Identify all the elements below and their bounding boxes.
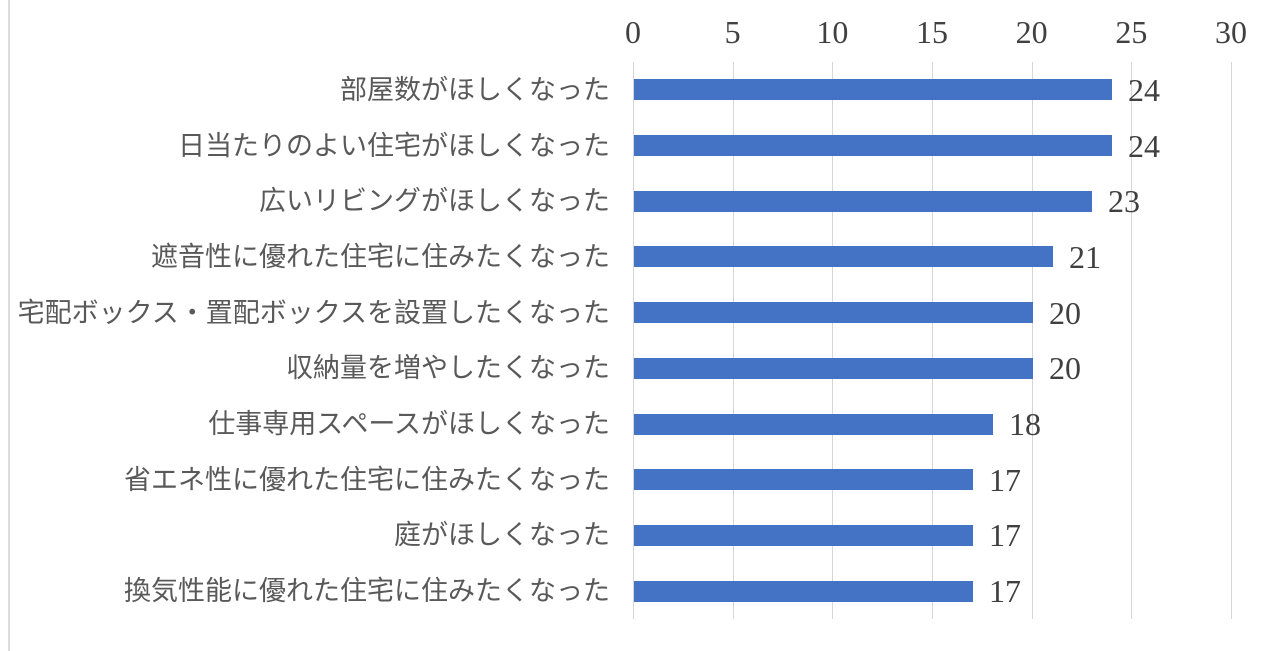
x-axis-tick-label: 30	[1215, 14, 1247, 50]
bar	[634, 469, 973, 490]
category-label: 収納量を増やしたくなった	[286, 353, 610, 383]
category-label: 庭がほしくなった	[394, 520, 610, 550]
category-label: 部屋数がほしくなった	[340, 75, 610, 105]
gridline	[1231, 62, 1232, 619]
gridline	[733, 62, 734, 619]
data-label: 17	[989, 517, 1021, 553]
gridline	[832, 62, 833, 619]
bar	[634, 246, 1053, 267]
x-axis-tick-label: 0	[625, 14, 641, 50]
gridline	[1032, 62, 1033, 619]
data-label: 20	[1049, 295, 1081, 331]
category-label: 遮音性に優れた住宅に住みたくなった	[151, 242, 610, 272]
data-label: 23	[1108, 183, 1140, 219]
data-label: 17	[989, 573, 1021, 609]
x-axis-tick-label: 10	[816, 14, 849, 50]
x-axis-tick-label: 20	[1015, 14, 1048, 50]
gridline	[1131, 62, 1132, 619]
category-label: 日当たりのよい住宅がほしくなった	[178, 131, 610, 161]
gridline	[932, 62, 933, 619]
plot-area: 24 24 23 21 20 20 18 17 17 17	[633, 62, 1232, 619]
x-axis-tick-label: 15	[916, 14, 948, 50]
data-label: 17	[989, 462, 1021, 498]
bar	[634, 581, 973, 602]
bar	[634, 79, 1112, 100]
data-label: 24	[1128, 72, 1160, 108]
x-axis-top: 0 5 10 15 20 25 30	[0, 0, 1280, 60]
category-label: 宅配ボックス・置配ボックスを設置したくなった	[17, 298, 610, 328]
category-label: 省エネ性に優れた住宅に住みたくなった	[124, 465, 610, 495]
category-label: 換気性能に優れた住宅に住みたくなった	[124, 576, 610, 606]
chart-left-border	[8, 0, 10, 651]
category-label: 仕事専用スペースがほしくなった	[208, 409, 610, 439]
bar	[634, 414, 993, 435]
bar	[634, 302, 1033, 323]
data-label: 20	[1049, 350, 1081, 386]
x-axis-tick-label: 25	[1115, 14, 1148, 50]
bar	[634, 525, 973, 546]
bar	[634, 358, 1033, 379]
value-axis-line	[633, 62, 634, 619]
bar	[634, 135, 1112, 156]
category-label: 広いリビングがほしくなった	[259, 186, 610, 216]
bar	[634, 191, 1092, 212]
data-label: 24	[1128, 128, 1160, 164]
data-label: 18	[1009, 406, 1041, 442]
x-axis-tick-label: 5	[724, 14, 741, 50]
data-label: 21	[1069, 239, 1101, 275]
